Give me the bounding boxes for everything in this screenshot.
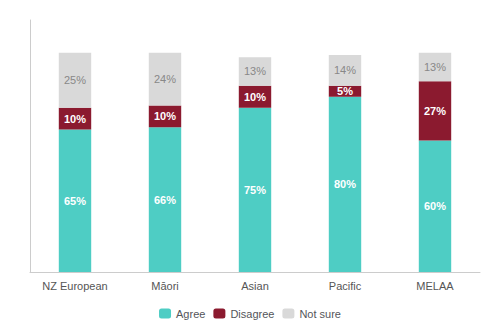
svg-text:5%: 5% (337, 85, 353, 97)
svg-text:10%: 10% (244, 91, 266, 103)
svg-text:27%: 27% (424, 105, 446, 117)
svg-text:25%: 25% (64, 74, 86, 86)
svg-text:14%: 14% (334, 64, 356, 76)
svg-text:Not sure: Not sure (299, 308, 341, 320)
svg-text:NZ European: NZ European (42, 280, 107, 292)
svg-text:13%: 13% (424, 61, 446, 73)
svg-text:75%: 75% (244, 184, 266, 196)
svg-text:24%: 24% (154, 73, 176, 85)
svg-text:65%: 65% (64, 195, 86, 207)
svg-text:80%: 80% (334, 178, 356, 190)
svg-text:60%: 60% (424, 200, 446, 212)
svg-text:Agree: Agree (176, 308, 205, 320)
svg-text:Asian: Asian (241, 280, 269, 292)
svg-text:Disagree: Disagree (230, 308, 274, 320)
svg-text:10%: 10% (154, 110, 176, 122)
svg-text:66%: 66% (154, 194, 176, 206)
svg-text:Māori: Māori (151, 280, 179, 292)
svg-text:MELAA: MELAA (416, 280, 454, 292)
svg-text:Pacific: Pacific (329, 280, 362, 292)
svg-text:10%: 10% (64, 113, 86, 125)
svg-text:13%: 13% (244, 65, 266, 77)
